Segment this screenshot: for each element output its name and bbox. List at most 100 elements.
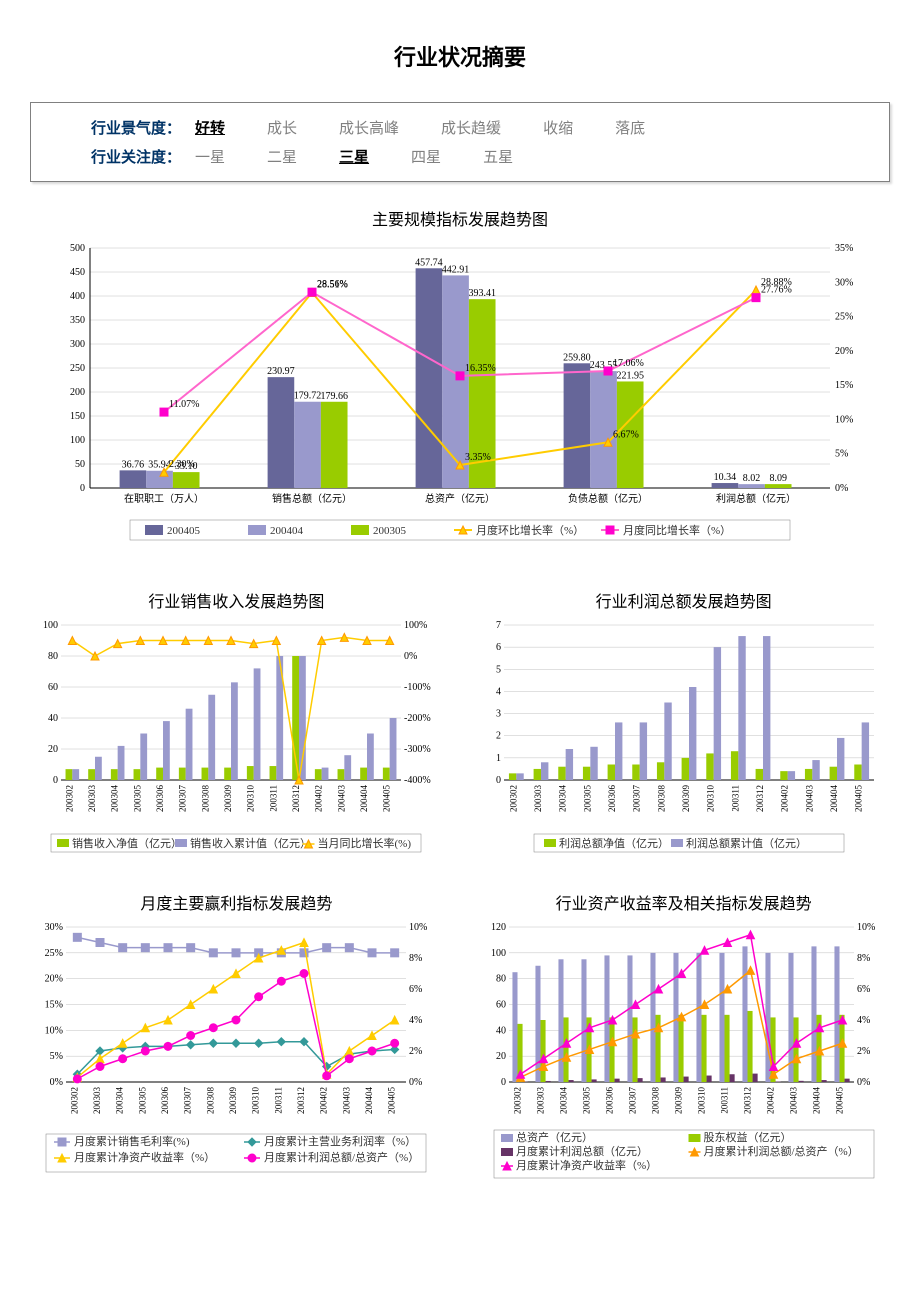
svg-text:200309: 200309 — [681, 785, 691, 813]
svg-text:15%: 15% — [45, 1000, 63, 1011]
rating-opt: 落底 — [615, 117, 645, 138]
attention-label: 行业关注度： — [51, 146, 181, 167]
svg-text:221.95: 221.95 — [616, 370, 644, 381]
svg-text:200310: 200310 — [246, 785, 256, 813]
svg-text:400: 400 — [70, 291, 85, 302]
chart1-title: 主要规模指标发展趋势图 — [30, 206, 890, 230]
attention-options: 一星二星三星四星五星 — [195, 146, 513, 167]
chart5-title: 行业资产收益率及相关指标发展趋势 — [477, 890, 890, 914]
svg-text:80: 80 — [48, 651, 58, 662]
svg-text:200305: 200305 — [133, 785, 143, 813]
svg-text:10%: 10% — [835, 414, 853, 425]
svg-text:月度累计销售毛利率(%): 月度累计销售毛利率(%) — [74, 1134, 190, 1148]
climate-row: 行业景气度： 好转成长成长高峰成长趋缓收缩落底 — [51, 113, 869, 142]
svg-text:200307: 200307 — [178, 785, 188, 813]
rating-opt: 一星 — [195, 146, 225, 167]
svg-text:200403: 200403 — [788, 1087, 798, 1115]
svg-text:0: 0 — [496, 775, 501, 786]
svg-text:200309: 200309 — [673, 1087, 683, 1115]
svg-text:股东权益（亿元）: 股东权益（亿元） — [703, 1130, 791, 1144]
svg-text:-100%: -100% — [404, 682, 431, 693]
svg-text:200309: 200309 — [223, 785, 233, 813]
svg-text:200403: 200403 — [337, 785, 347, 813]
svg-text:20%: 20% — [835, 346, 853, 357]
svg-text:-200%: -200% — [404, 713, 431, 724]
svg-text:0: 0 — [53, 775, 58, 786]
svg-text:393.41: 393.41 — [468, 288, 496, 299]
svg-text:-300%: -300% — [404, 744, 431, 755]
rating-opt: 二星 — [267, 146, 297, 167]
svg-text:200304: 200304 — [115, 1087, 125, 1115]
svg-text:当月同比增长率(%): 当月同比增长率(%) — [318, 836, 412, 850]
svg-text:5: 5 — [496, 664, 501, 675]
svg-text:200303: 200303 — [533, 785, 543, 813]
svg-text:0%: 0% — [50, 1077, 63, 1088]
svg-text:200302: 200302 — [512, 1087, 522, 1114]
svg-text:月度累计净资产收益率（%）: 月度累计净资产收益率（%） — [74, 1150, 215, 1164]
svg-text:销售总额（亿元）: 销售总额（亿元） — [272, 492, 352, 505]
svg-text:16.35%: 16.35% — [465, 363, 496, 374]
svg-text:6%: 6% — [857, 984, 870, 995]
svg-text:3.35%: 3.35% — [465, 452, 491, 463]
svg-text:200306: 200306 — [607, 785, 617, 813]
svg-text:8.09: 8.09 — [769, 473, 787, 484]
svg-text:28.56%: 28.56% — [317, 279, 348, 290]
svg-text:200311: 200311 — [274, 1087, 284, 1114]
svg-text:50: 50 — [75, 459, 85, 470]
svg-text:200403: 200403 — [342, 1087, 352, 1115]
svg-text:20: 20 — [48, 744, 58, 755]
climate-options: 好转成长成长高峰成长趋缓收缩落底 — [195, 117, 645, 138]
svg-text:200304: 200304 — [558, 1087, 568, 1115]
svg-text:月度累计净资产收益率（%）: 月度累计净资产收益率（%） — [516, 1158, 657, 1172]
svg-text:200311: 200311 — [719, 1087, 729, 1114]
chart4-svg: 0%5%10%15%20%25%30%0%2%4%6%8%10%20030220… — [31, 922, 441, 1182]
svg-text:200403: 200403 — [804, 785, 814, 813]
rating-opt: 四星 — [411, 146, 441, 167]
attention-row: 行业关注度： 一星二星三星四星五星 — [51, 142, 869, 171]
svg-text:200312: 200312 — [291, 785, 301, 812]
svg-text:6.67%: 6.67% — [613, 429, 639, 440]
svg-text:200312: 200312 — [755, 785, 765, 812]
svg-text:27.76%: 27.76% — [761, 285, 792, 296]
svg-text:179.72: 179.72 — [294, 391, 322, 402]
chart2-title: 行业销售收入发展趋势图 — [30, 588, 443, 612]
svg-text:200309: 200309 — [228, 1087, 238, 1115]
svg-text:0%: 0% — [409, 1077, 422, 1088]
svg-text:200311: 200311 — [269, 785, 279, 812]
svg-text:利润总额（亿元）: 利润总额（亿元） — [716, 492, 796, 505]
svg-text:-400%: -400% — [404, 775, 431, 786]
chart3-title: 行业利润总额发展趋势图 — [477, 588, 890, 612]
svg-text:36.76: 36.76 — [122, 459, 145, 470]
svg-text:200306: 200306 — [155, 785, 165, 813]
svg-text:450: 450 — [70, 267, 85, 278]
svg-text:4%: 4% — [409, 1015, 422, 1026]
svg-text:15%: 15% — [835, 380, 853, 391]
svg-text:8%: 8% — [857, 953, 870, 964]
svg-text:20: 20 — [496, 1051, 506, 1062]
svg-text:200304: 200304 — [557, 785, 567, 813]
svg-text:200402: 200402 — [779, 785, 789, 812]
svg-text:利润总额净值（亿元）: 利润总额净值（亿元） — [559, 836, 669, 850]
svg-text:200404: 200404 — [359, 785, 369, 813]
svg-text:月度同比增长率（%）: 月度同比增长率（%） — [623, 523, 731, 537]
svg-text:60: 60 — [48, 682, 58, 693]
svg-text:8%: 8% — [409, 953, 422, 964]
svg-text:0%: 0% — [857, 1077, 870, 1088]
svg-text:259.80: 259.80 — [563, 352, 591, 363]
svg-text:200303: 200303 — [87, 785, 97, 813]
svg-text:4: 4 — [496, 686, 501, 697]
svg-text:40: 40 — [48, 713, 58, 724]
svg-text:200312: 200312 — [742, 1087, 752, 1114]
svg-text:200405: 200405 — [167, 525, 201, 537]
svg-text:25%: 25% — [45, 948, 63, 959]
svg-text:100: 100 — [70, 435, 85, 446]
svg-text:200310: 200310 — [705, 785, 715, 813]
svg-text:5%: 5% — [835, 449, 848, 460]
svg-text:100: 100 — [43, 620, 58, 631]
svg-text:200405: 200405 — [387, 1087, 397, 1115]
svg-text:500: 500 — [70, 243, 85, 254]
svg-text:20%: 20% — [45, 974, 63, 985]
svg-text:200308: 200308 — [206, 1087, 216, 1115]
svg-text:月度累计利润总额/总资产（%）: 月度累计利润总额/总资产（%） — [703, 1144, 858, 1158]
climate-label: 行业景气度： — [51, 117, 181, 138]
